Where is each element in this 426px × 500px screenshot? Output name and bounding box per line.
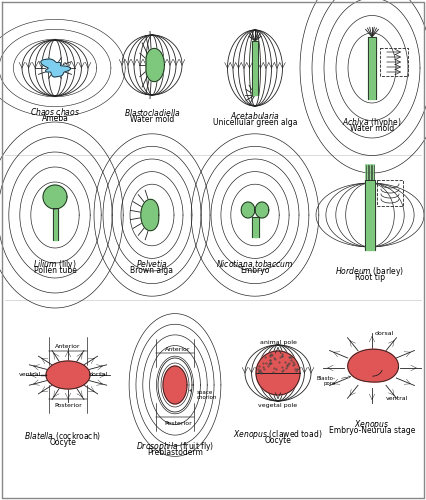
Text: ventral: ventral (386, 396, 408, 401)
Text: space
chorion: space chorion (190, 390, 218, 400)
Text: Root tip: Root tip (355, 273, 385, 282)
Text: $\it{Acetabularia}$: $\it{Acetabularia}$ (230, 110, 280, 121)
Text: Blasto-
pore: Blasto- pore (317, 376, 351, 386)
Text: $\it{Achlya}$ (hyphe): $\it{Achlya}$ (hyphe) (343, 116, 402, 129)
Polygon shape (158, 358, 192, 412)
Polygon shape (146, 48, 164, 82)
Text: dorsal: dorsal (374, 331, 394, 336)
Text: Water mold: Water mold (130, 115, 174, 124)
Polygon shape (255, 202, 269, 218)
Text: Ameba: Ameba (42, 114, 69, 123)
Text: Pollen tube: Pollen tube (34, 266, 76, 275)
Text: Oocyte: Oocyte (49, 438, 76, 447)
Polygon shape (163, 366, 187, 404)
Text: ventral: ventral (19, 372, 41, 378)
Text: dorsal: dorsal (88, 372, 108, 378)
Text: $\it{Drosophila}$ (fruit fly): $\it{Drosophila}$ (fruit fly) (136, 440, 214, 453)
Text: $\it{Pelvetia}$: $\it{Pelvetia}$ (136, 258, 168, 269)
Text: $\it{Chaos\ chaos}$: $\it{Chaos\ chaos}$ (30, 106, 80, 117)
Text: Posterior: Posterior (164, 421, 192, 426)
Text: Brown alga: Brown alga (130, 266, 173, 275)
Text: $\it{Blastocladiella}$: $\it{Blastocladiella}$ (124, 107, 180, 118)
Text: Water mold: Water mold (350, 124, 394, 133)
Text: $\it{Lilium}$ (lily): $\it{Lilium}$ (lily) (33, 258, 77, 271)
Polygon shape (348, 349, 398, 382)
Text: $\it{Nicotiana\ tobaccum}$: $\it{Nicotiana\ tobaccum}$ (216, 258, 294, 269)
Text: Embryo-Neurula stage: Embryo-Neurula stage (329, 426, 415, 435)
Text: $\it{Blatella}$ (cockroach): $\it{Blatella}$ (cockroach) (24, 430, 102, 442)
Polygon shape (43, 185, 67, 209)
Polygon shape (141, 200, 159, 230)
Text: $\it{Xenopus}$: $\it{Xenopus}$ (354, 418, 390, 431)
Text: vegetal pole: vegetal pole (259, 403, 298, 408)
Polygon shape (256, 351, 300, 395)
Text: Anterior: Anterior (165, 347, 191, 352)
Text: Embryo: Embryo (240, 266, 270, 275)
Text: Preblastoderm: Preblastoderm (147, 448, 203, 457)
Text: $\it{Hordeum}$ (barley): $\it{Hordeum}$ (barley) (336, 265, 405, 278)
Polygon shape (46, 361, 90, 389)
Polygon shape (161, 363, 189, 407)
Polygon shape (241, 202, 255, 218)
Text: Oocyte: Oocyte (265, 436, 291, 445)
Text: $\it{Xenopus}$ (clawed toad): $\it{Xenopus}$ (clawed toad) (233, 428, 323, 441)
Text: Anterior: Anterior (55, 344, 81, 349)
Text: Unicellular green alga: Unicellular green alga (213, 118, 297, 127)
Polygon shape (41, 59, 70, 77)
Text: animal pole: animal pole (259, 340, 296, 345)
Text: Posterior: Posterior (54, 403, 82, 408)
